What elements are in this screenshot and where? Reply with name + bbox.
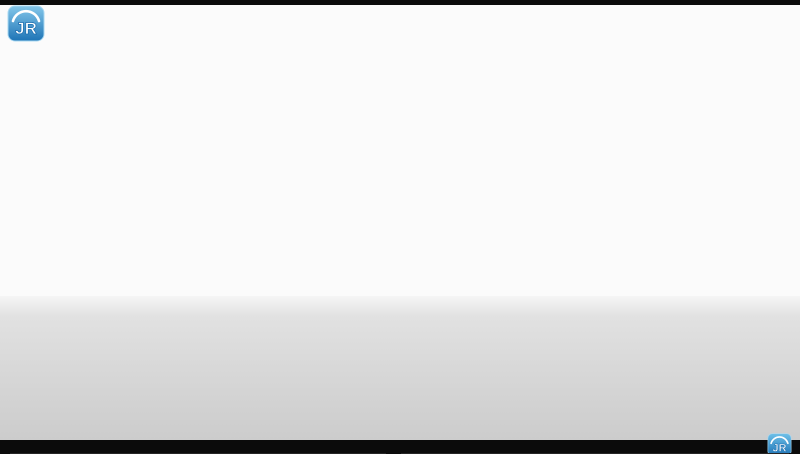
bottom-letterbox-bar [0,440,800,453]
jr-logo-icon-small: JR [767,433,792,453]
jr-logo-text: JR [772,443,786,453]
jr-logo-icon: JR [7,5,45,42]
video-frame-background [0,5,800,440]
jr-logo-text: JR [15,19,37,38]
top-letterbox-bar [0,0,800,5]
